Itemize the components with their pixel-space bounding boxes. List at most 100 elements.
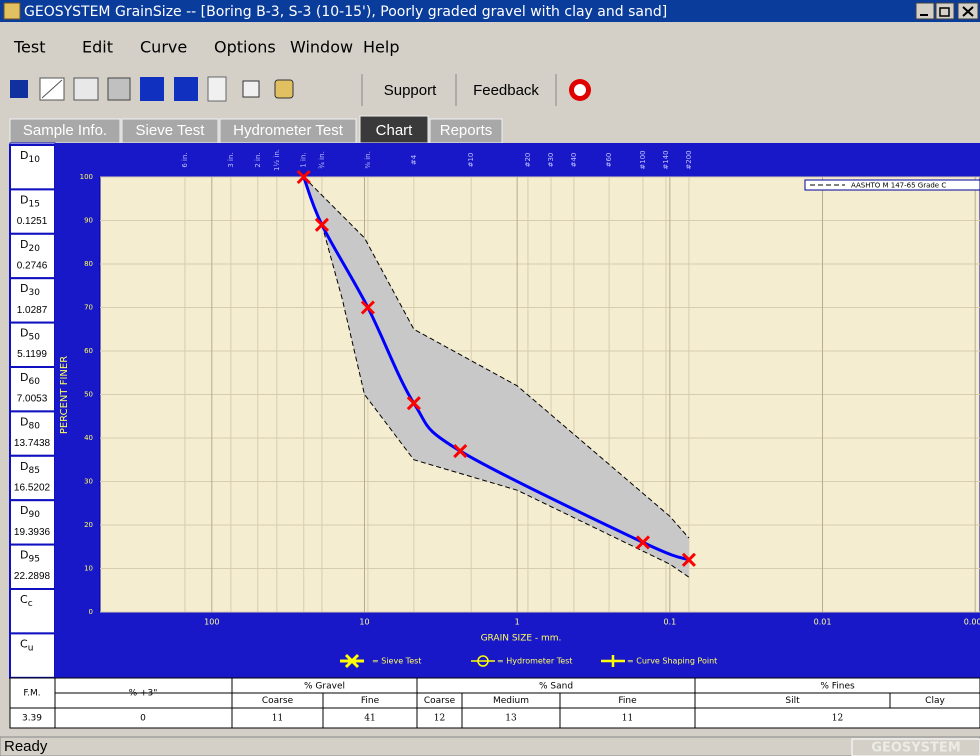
sieve-label: #30 [547, 153, 555, 168]
y-tick-label: 20 [84, 521, 93, 529]
fm-label: F.M. [23, 689, 40, 699]
d-label: D85 [20, 460, 40, 476]
sieve-label: 1 in. [300, 152, 308, 167]
menu-item[interactable]: Curve [140, 38, 187, 57]
d-cell [9, 632, 56, 679]
y-tick-label: 100 [80, 173, 93, 181]
toolbar-button[interactable]: Feedback [473, 82, 539, 99]
d-label: Cu [20, 637, 33, 653]
tab-label: Sieve Test [136, 122, 206, 139]
d-cell [9, 410, 56, 457]
menu-item[interactable]: Window [290, 38, 353, 57]
y-tick-label: 60 [84, 347, 93, 355]
d-cell [9, 588, 56, 635]
x-tick-label: 1 [515, 618, 520, 627]
d-subscript: 90 [28, 510, 40, 520]
app-icon [3, 2, 21, 20]
db-icon[interactable] [274, 79, 294, 99]
d-value: 22.2898 [14, 571, 51, 582]
d-cell [9, 277, 56, 324]
legend-label: AASHTO M 147-65 Grade C [851, 182, 946, 190]
key-shape-icon [601, 655, 625, 667]
tab[interactable] [219, 118, 357, 144]
envelope-lower [321, 224, 690, 578]
summary-bg [9, 677, 980, 729]
d-label: D80 [20, 415, 40, 431]
menu-item[interactable]: Help [363, 38, 399, 57]
d-subscript: c [28, 599, 33, 609]
close-glyph [962, 6, 974, 17]
sieve-point [360, 300, 375, 315]
d-subscript: 15 [28, 199, 39, 209]
check-icon[interactable] [242, 80, 260, 98]
sieve-label: #200 [685, 150, 693, 169]
window-title: GEOSYSTEM GrainSize -- [Boring B-3, S-3 … [24, 4, 667, 20]
d-value: 1.0287 [17, 305, 48, 316]
col-label: Silt [785, 696, 800, 706]
x-tick-label: 0.1 [663, 618, 676, 627]
d-cell [9, 144, 56, 191]
sieve-label: #20 [524, 153, 532, 168]
d-letter: D [20, 504, 28, 517]
envelope-band [303, 177, 689, 578]
save-icon[interactable] [10, 80, 28, 98]
tab[interactable] [121, 118, 219, 144]
y-tick-label: 80 [84, 260, 93, 268]
tab[interactable] [359, 115, 429, 144]
legend-box [804, 179, 980, 191]
group-label: % Gravel [304, 682, 345, 692]
print-icon[interactable] [107, 77, 131, 101]
sieve-point [406, 396, 421, 411]
plus3-label: % +3" [129, 689, 158, 699]
d-value: 0.2746 [17, 260, 48, 271]
status-brand: GEOSYSTEM [871, 741, 960, 756]
d-value: 19.3936 [14, 527, 51, 538]
y-axis-label: PERCENT FINER [59, 356, 70, 434]
col-value: 11 [622, 714, 633, 724]
d-label: Cc [20, 593, 33, 609]
status-text: Ready [4, 738, 48, 755]
col-label: Clay [925, 696, 945, 706]
d-letter: D [20, 193, 28, 206]
table-icon[interactable] [73, 77, 99, 101]
minimize-button[interactable] [915, 2, 935, 20]
menu-item[interactable]: Options [214, 38, 276, 57]
toolbar-button[interactable]: Support [384, 82, 437, 99]
col-value: 12 [434, 714, 445, 724]
envelope-upper [303, 176, 690, 539]
sieve-label: 6 in. [181, 152, 189, 167]
sieve-label: #4 [410, 154, 418, 165]
menu-item[interactable]: Test [13, 38, 46, 57]
col-label: Fine [361, 696, 380, 706]
sieve-point [635, 535, 651, 550]
d-label: D90 [20, 504, 40, 520]
d-subscript: u [28, 643, 34, 653]
pdf-icon-2[interactable] [174, 77, 198, 101]
d-letter: C [20, 637, 28, 650]
x-tick-label: 100 [204, 618, 219, 627]
list-icon[interactable] [207, 76, 227, 102]
x-axis-label: GRAIN SIZE - mm. [481, 634, 562, 644]
title-bar [0, 0, 980, 22]
tab[interactable] [429, 118, 503, 144]
sieve-label: ¾ in. [318, 151, 326, 169]
pdf-icon[interactable] [140, 77, 164, 101]
fm-value: 3.39 [22, 714, 42, 724]
d-letter: D [20, 327, 28, 340]
menu-item[interactable]: Edit [82, 38, 113, 57]
sieve-point [681, 552, 696, 567]
sieve-label: 2 in. [254, 152, 262, 167]
d-label: D20 [20, 238, 40, 254]
d-cell [9, 188, 56, 235]
key-label: = Hydrometer Test [497, 657, 572, 666]
sieve-label: #140 [662, 150, 670, 169]
y-tick-label: 50 [84, 391, 93, 399]
sieve-label: #10 [467, 153, 475, 168]
key-label: = Sieve Test [372, 657, 421, 666]
key-label: = Curve Shaping Point [627, 657, 717, 666]
d-value: 5.1199 [17, 349, 47, 360]
status-pane [851, 738, 980, 756]
y-tick-label: 90 [84, 217, 93, 225]
d-cell [9, 454, 56, 502]
y-tick-label: 10 [84, 565, 93, 573]
